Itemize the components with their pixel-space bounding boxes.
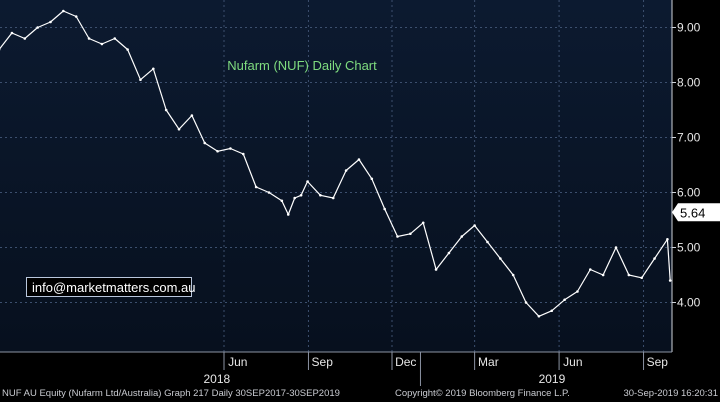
price-point [668, 279, 672, 282]
price-point [666, 237, 669, 241]
x-year-label: 2019 [539, 372, 566, 386]
price-point [113, 37, 117, 40]
price-point [254, 185, 258, 189]
price-point [62, 9, 65, 13]
y-tick-label: 5.00 [677, 241, 701, 255]
y-tick-label: 9.00 [677, 21, 701, 35]
price-point [370, 177, 374, 181]
x-month-label: Dec [395, 355, 416, 369]
price-point [409, 232, 412, 236]
price-line [0, 10, 671, 317]
x-month-label: Sep [647, 355, 669, 369]
price-point [396, 235, 399, 238]
price-point [203, 141, 207, 145]
price-point [640, 276, 644, 280]
price-point [190, 114, 194, 117]
price-point [280, 199, 284, 203]
price-point [511, 273, 515, 277]
price-point [152, 67, 155, 71]
x-month-label: Jun [563, 355, 582, 369]
price-point [49, 20, 52, 24]
price-point [614, 246, 618, 249]
price-point [319, 193, 322, 197]
price-point [74, 15, 78, 18]
price-point [576, 290, 579, 293]
price-point [164, 108, 168, 112]
x-year-label: 2018 [204, 372, 231, 386]
price-point [524, 301, 528, 304]
plot-area [0, 0, 672, 352]
price-point [100, 42, 104, 46]
x-axis: Jun Sep Dec Mar Jun Sep 2018 2019 [0, 351, 672, 386]
price-point [499, 257, 502, 260]
footer-timestamp: 30-Sep-2019 16:20:31 [623, 388, 718, 399]
y-axis: 4.00 5.00 6.00 7.00 8.00 9.00 5.64 [671, 0, 720, 352]
price-point [601, 273, 605, 277]
price-point [331, 196, 335, 200]
y-tick-label: 8.00 [677, 76, 701, 90]
chart-title: Nufarm (NUF) Daily Chart [227, 58, 377, 73]
price-point [653, 257, 656, 260]
y-tick-label: 7.00 [677, 131, 701, 145]
price-point [344, 169, 348, 172]
x-month-label: Jun [228, 355, 247, 369]
price-point [126, 48, 129, 51]
last-price-label: 5.64 [680, 205, 705, 220]
price-point [267, 191, 271, 194]
price-point [87, 37, 91, 40]
price-point [460, 235, 464, 238]
footer-bar: NUF AU Equity (Nufarm Ltd/Australia) Gra… [0, 386, 720, 402]
last-price-marker [672, 203, 720, 222]
price-point [473, 224, 476, 227]
price-point [306, 180, 309, 183]
price-point [357, 158, 361, 161]
price-point [286, 213, 290, 216]
price-point [537, 314, 541, 318]
x-month-label: Mar [478, 355, 499, 369]
price-point [139, 78, 142, 82]
price-point [550, 309, 554, 313]
price-point [241, 152, 245, 156]
footer-security-info: NUF AU Equity (Nufarm Ltd/Australia) Gra… [2, 388, 340, 399]
price-point [177, 127, 181, 131]
price-point [299, 193, 303, 197]
price-point [447, 251, 451, 255]
price-point [627, 273, 631, 277]
footer-copyright: Copyright© 2019 Bloomberg Finance L.P. [395, 388, 570, 399]
x-month-label: Sep [312, 355, 334, 369]
contact-email: info@marketmatters.com.au [26, 277, 195, 297]
price-point [563, 298, 566, 302]
price-point [10, 31, 14, 35]
price-point [293, 196, 296, 200]
price-point [23, 37, 27, 40]
price-point [229, 147, 232, 150]
price-series [0, 9, 672, 318]
y-tick-label: 6.00 [677, 186, 701, 200]
price-point [588, 268, 592, 271]
price-point [36, 26, 39, 29]
price-point [434, 268, 438, 271]
price-point [486, 240, 489, 244]
price-point [421, 221, 425, 225]
price-point [216, 149, 219, 153]
price-point [383, 207, 386, 211]
y-tick-label: 4.00 [677, 296, 701, 310]
